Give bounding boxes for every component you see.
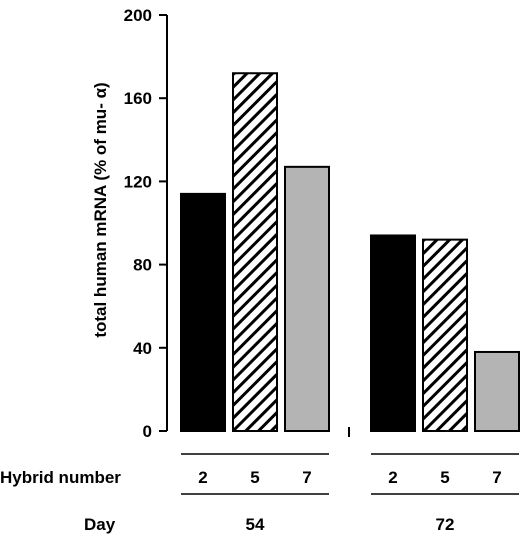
hybrid-number-label: 2	[198, 468, 207, 487]
day-value-label: 72	[436, 515, 455, 534]
hybrid-number-row-label: Hybrid number	[0, 468, 121, 487]
hybrid-number-label: 7	[492, 468, 501, 487]
y-axis: 0 40 80 120 160 200	[124, 6, 350, 441]
hybrid-number-label: 5	[440, 468, 449, 487]
hybrid-number-label: 7	[302, 468, 311, 487]
y-tick-label: 120	[124, 172, 152, 191]
y-tick-label: 0	[143, 422, 152, 441]
bar-day54-hybrid2	[180, 192, 226, 432]
bars	[180, 72, 520, 433]
hybrid-number-label: 2	[388, 468, 397, 487]
bar-day72-hybrid5	[422, 238, 468, 432]
bar-day72-hybrid2	[370, 234, 416, 432]
y-tick-label: 40	[133, 339, 152, 358]
y-axis-title: total human mRNA (% of mu- α)	[91, 82, 110, 337]
y-tick-label: 200	[124, 6, 152, 25]
category-rows: 2 5 7 54 2 5 7 72	[181, 453, 519, 534]
bar-day54-hybrid5	[232, 72, 278, 433]
y-tick-label: 80	[133, 256, 152, 275]
day-value-label: 54	[246, 515, 265, 534]
day-row-label: Day	[84, 515, 116, 534]
hybrid-number-label: 5	[250, 468, 259, 487]
bar-day72-hybrid7	[474, 350, 520, 432]
y-tick-label: 160	[124, 89, 152, 108]
bar-day54-hybrid7	[284, 165, 330, 432]
